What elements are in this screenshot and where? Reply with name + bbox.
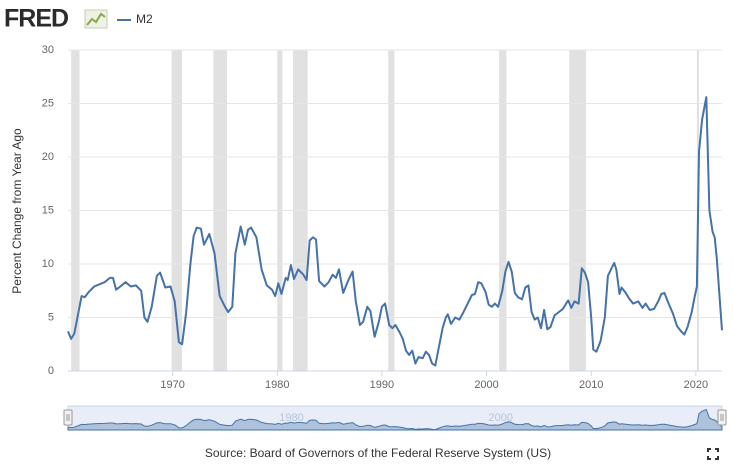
navigator-tick-label: 1980 (279, 412, 303, 424)
x-tick-label: 1990 (370, 379, 394, 391)
navigator-handle (717, 409, 727, 426)
source-note: Source: Board of Governors of the Federa… (205, 446, 551, 460)
y-tick-label: 25 (42, 97, 54, 109)
data-line (67, 96, 723, 367)
y-tick-label: 20 (42, 151, 54, 163)
brand-logo: FRED (4, 5, 68, 33)
logo-icon (84, 9, 108, 29)
x-tick-label: 1980 (265, 379, 289, 391)
y-axis-title: Percent Change from Year Ago (10, 128, 24, 294)
x-tick-label: 2000 (474, 379, 498, 391)
navigator-area (67, 408, 723, 431)
x-tick-label: 2020 (684, 379, 708, 391)
x-tick-label: 2010 (579, 379, 603, 391)
y-tick-label: 15 (42, 204, 54, 216)
y-tick-label: 10 (42, 258, 54, 270)
y-tick-label: 0 (48, 365, 54, 377)
fullscreen-icon[interactable] (707, 448, 719, 460)
navigator-handle (63, 409, 73, 426)
y-tick-label: 5 (48, 311, 54, 323)
navigator-tick-label: 2000 (489, 412, 513, 424)
x-tick-label: 1970 (160, 379, 184, 391)
y-tick-label: 30 (42, 44, 54, 56)
legend-label: M2 (136, 12, 153, 26)
